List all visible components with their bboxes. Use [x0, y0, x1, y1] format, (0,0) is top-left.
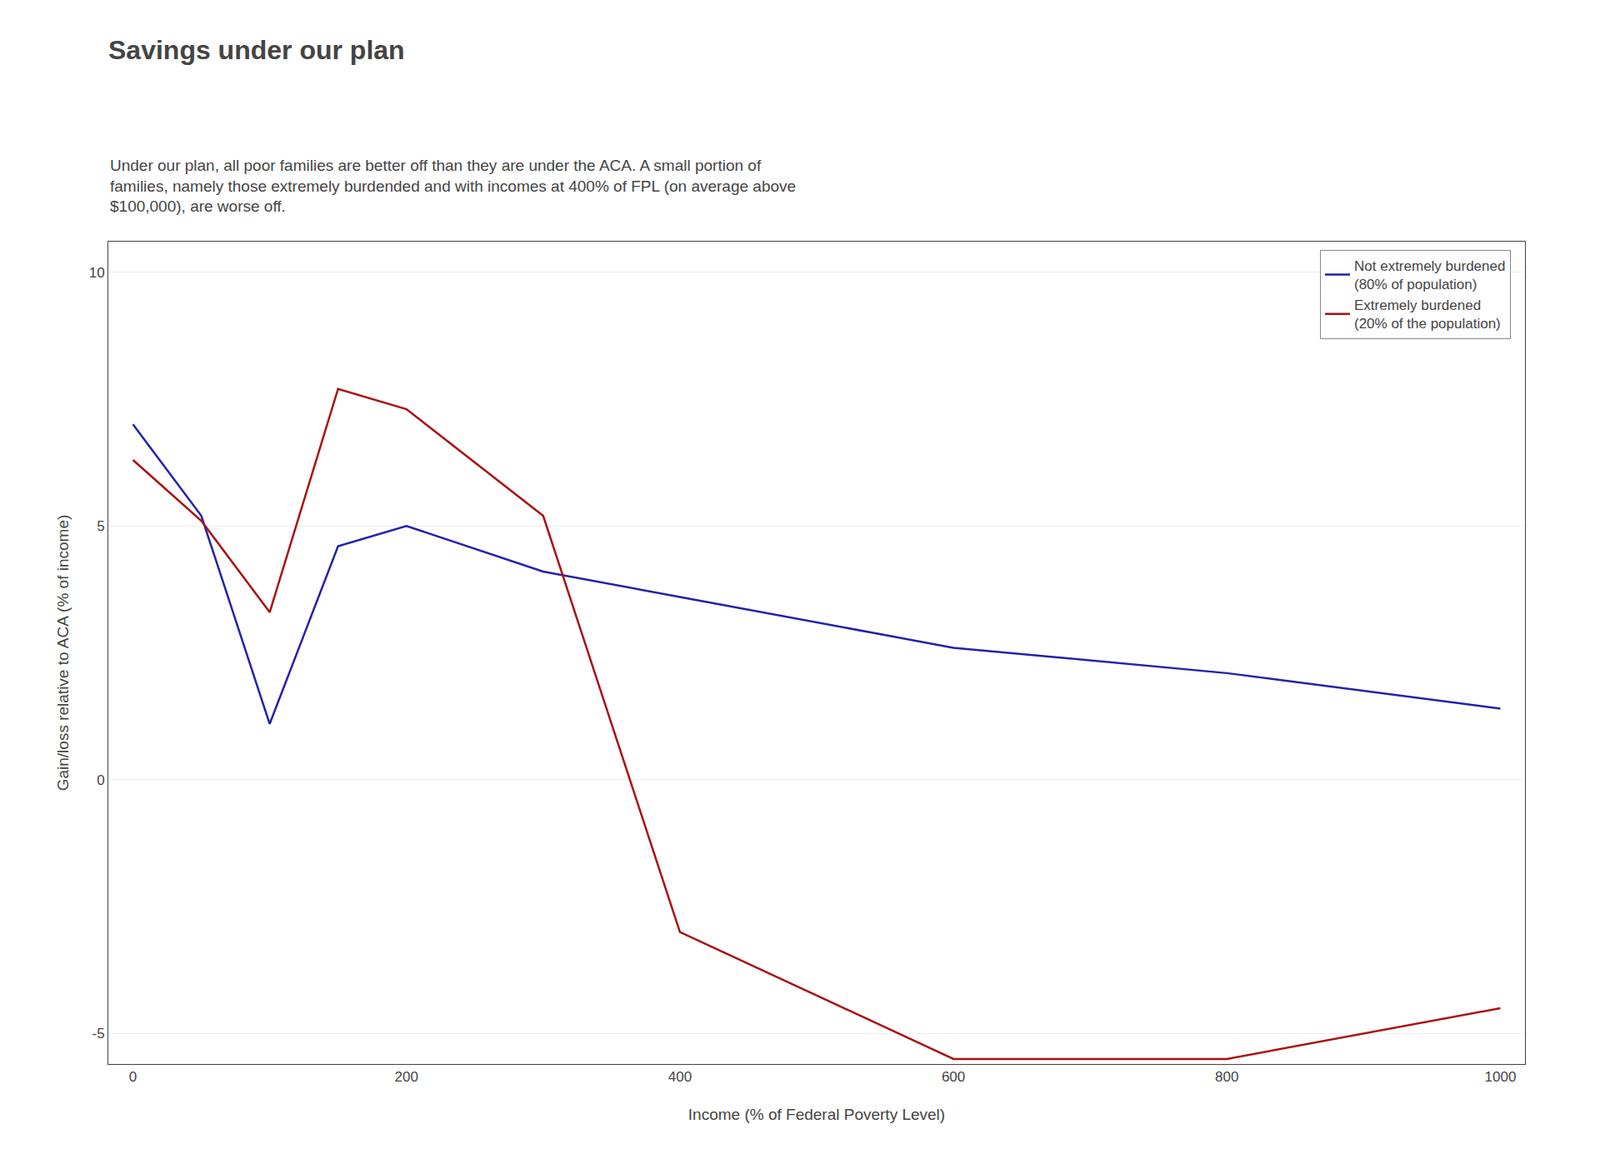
svg-text:10: 10: [89, 265, 105, 281]
svg-text:0: 0: [96, 772, 105, 789]
svg-text:Under our plan, all poor famil: Under our plan, all poor families are be…: [110, 156, 796, 215]
svg-text:0: 0: [129, 1069, 137, 1085]
svg-text:200: 200: [395, 1069, 419, 1085]
svg-text:600: 600: [941, 1069, 965, 1085]
svg-text:Gain/loss relative to ACA (% o: Gain/loss relative to ACA (% of income): [54, 515, 72, 792]
svg-text:Income (% of Federal Poverty L: Income (% of Federal Poverty Level): [688, 1105, 945, 1124]
svg-text:1000: 1000: [1485, 1069, 1517, 1085]
svg-text:Savings under our plan: Savings under our plan: [108, 35, 405, 65]
svg-text:Extremely burdened(20% of the: Extremely burdened(20% of the population…: [1354, 297, 1501, 332]
svg-text:Not extremely burdened(80% of: Not extremely burdened(80% of population…: [1354, 258, 1505, 293]
svg-text:800: 800: [1215, 1069, 1239, 1085]
svg-text:5: 5: [96, 518, 105, 535]
svg-text:-5: -5: [91, 1025, 105, 1042]
svg-text:400: 400: [668, 1069, 692, 1085]
